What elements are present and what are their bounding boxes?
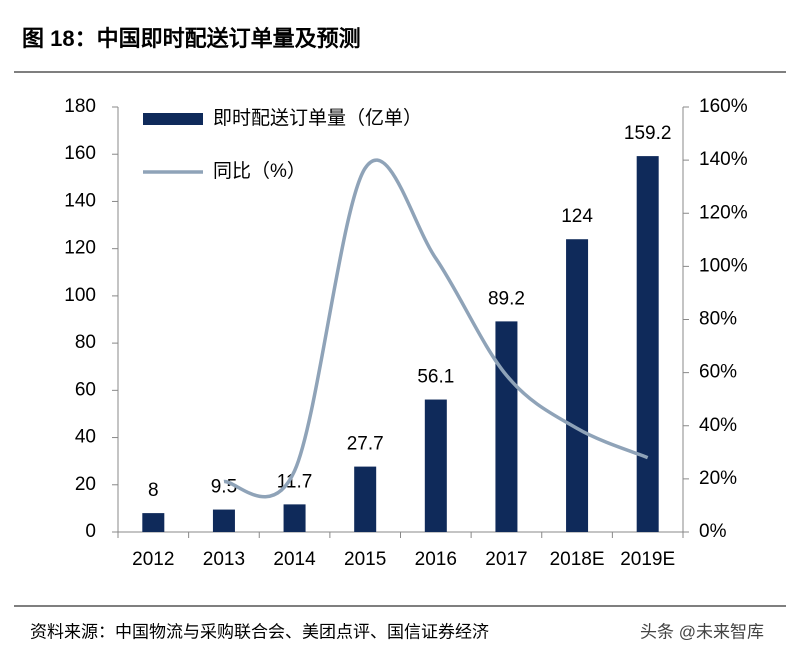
y2-tick-label: 140% xyxy=(699,149,748,170)
legend-label: 即时配送订单量（亿单） xyxy=(213,107,422,129)
value-label: 9.5 xyxy=(211,477,237,498)
y2-tick-label: 60% xyxy=(699,362,737,383)
legend-swatch xyxy=(143,113,203,125)
x-tick-label: 2012 xyxy=(132,549,174,570)
x-tick-label: 2019E xyxy=(620,549,675,570)
y2-tick-label: 120% xyxy=(699,202,748,223)
y-tick-label: 0 xyxy=(85,521,96,542)
x-tick-label: 2014 xyxy=(273,549,316,570)
y-tick-label: 20 xyxy=(75,474,96,495)
bar xyxy=(283,504,306,532)
y-tick-label: 180 xyxy=(64,96,96,117)
x-tick-label: 2015 xyxy=(344,549,386,570)
y-tick-label: 160 xyxy=(64,143,96,164)
x-tick-label: 2018E xyxy=(550,549,605,570)
bar xyxy=(212,509,235,532)
bar xyxy=(636,156,659,532)
bar xyxy=(142,513,165,532)
bar xyxy=(495,321,518,532)
y-tick-label: 140 xyxy=(64,190,96,211)
value-label: 159.2 xyxy=(624,123,672,144)
line xyxy=(223,158,649,499)
y2-tick-label: 20% xyxy=(699,468,737,489)
y-tick-label: 60 xyxy=(75,379,96,400)
x-tick-label: 2013 xyxy=(203,549,245,570)
bar xyxy=(566,239,589,532)
y2-tick-label: 160% xyxy=(699,96,748,117)
bar xyxy=(354,466,377,532)
value-label: 89.2 xyxy=(488,288,525,309)
x-tick-label: 2017 xyxy=(485,549,527,570)
y-tick-label: 120 xyxy=(64,238,96,259)
y2-tick-label: 0% xyxy=(699,521,727,542)
value-label: 8 xyxy=(148,480,159,501)
y2-tick-label: 100% xyxy=(699,255,748,276)
y2-tick-label: 80% xyxy=(699,309,737,330)
title: 图 18：中国即时配送订单量及预测 xyxy=(22,26,361,51)
watermark: 头条 @未来智库 xyxy=(640,622,764,641)
source: 资料来源：中国物流与采购联合会、美团点评、国信证券经济 xyxy=(30,622,489,641)
y-tick-label: 40 xyxy=(75,427,96,448)
value-label: 27.7 xyxy=(347,434,384,455)
x-tick-label: 2016 xyxy=(415,549,457,570)
legend-label: 同比（%） xyxy=(213,160,306,182)
y-tick-label: 100 xyxy=(64,285,96,306)
value-label: 56.1 xyxy=(417,367,454,388)
y-tick-label: 80 xyxy=(75,332,96,353)
value-label: 124 xyxy=(561,206,593,227)
bar xyxy=(424,399,447,532)
y2-tick-label: 40% xyxy=(699,415,737,436)
